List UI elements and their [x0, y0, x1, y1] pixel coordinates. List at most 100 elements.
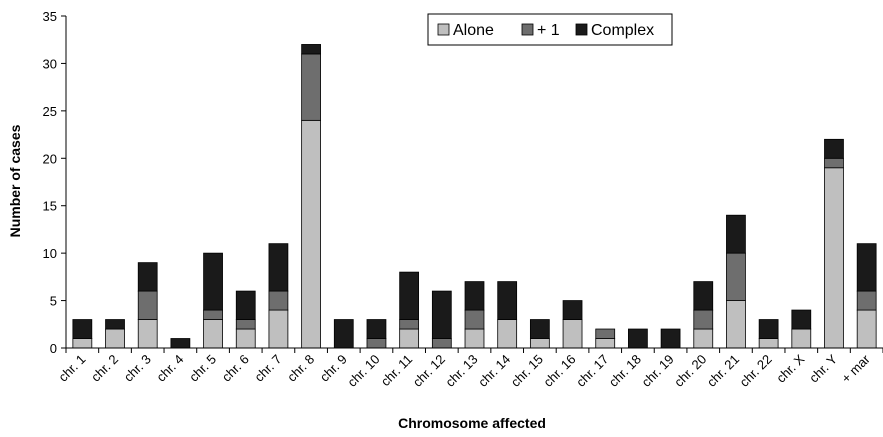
y-tick-label: 15	[43, 199, 57, 214]
x-tick-label: chr. 11	[378, 352, 416, 390]
x-axis-title: Chromosome affected	[398, 415, 546, 431]
bar-segment-1	[693, 309, 714, 330]
bar-segment-complex	[726, 214, 746, 254]
bar-segment-1	[431, 338, 452, 349]
bar-segment-complex	[791, 309, 812, 330]
legend-swatch	[521, 23, 534, 36]
bar-segment-complex	[628, 328, 648, 349]
legend: Alone + 1 Complex	[427, 13, 673, 46]
bar-segment-alone	[497, 319, 518, 349]
x-tick-label: chr. 18	[606, 352, 644, 390]
x-tick-label: chr. 5	[186, 352, 219, 385]
y-tick-label: 0	[50, 341, 57, 356]
bar-segment-complex	[235, 290, 256, 320]
bar-segment-alone	[105, 328, 125, 349]
legend-swatch	[437, 23, 450, 36]
x-tick-label: chr. 1	[55, 352, 88, 385]
x-tick-label: chr. 8	[284, 352, 317, 385]
bar-segment-1	[235, 319, 256, 330]
y-tick-label: 5	[50, 294, 57, 309]
bar-segment-complex	[399, 271, 420, 320]
x-tick-label: chr. 19	[638, 352, 676, 390]
x-axis: chr. 1 chr. 2 chr. 3 chr. 4 chr. 5 chr. 6 chr.…	[55, 347, 883, 390]
bar-segment-alone	[726, 300, 746, 349]
bar-segment-alone	[268, 309, 289, 349]
bar-segment-complex	[431, 290, 452, 339]
x-tick-label: chr. 14	[475, 352, 513, 390]
x-tick-label: chr. 13	[442, 352, 480, 390]
bar-segment-complex	[562, 300, 583, 320]
x-tick-label: chr. 22	[737, 352, 775, 390]
legend-swatch	[575, 23, 588, 36]
x-tick-label: chr. 7	[251, 352, 284, 385]
y-tick-label: 20	[43, 151, 57, 166]
y-tick-label: 30	[43, 56, 57, 71]
bar-segment-1	[203, 309, 223, 320]
bar-segment-complex	[497, 281, 518, 320]
bar-segment-1	[366, 338, 387, 349]
bar-segment-1	[726, 252, 746, 301]
bar-segment-alone	[824, 167, 844, 349]
legend-label: Complex	[591, 22, 654, 39]
bar-segment-alone	[301, 119, 321, 349]
x-tick-label: chr. 21	[704, 352, 742, 390]
bar-segment-alone	[758, 338, 779, 349]
y-axis: 0 5 10 15 20 25 30 35	[43, 9, 67, 356]
x-tick-label: chr. X	[773, 351, 807, 385]
bar-segment-complex	[758, 319, 779, 339]
bar-segment-1	[595, 328, 616, 339]
bar-segment-1	[464, 309, 485, 330]
x-tick-label: chr. 6	[219, 352, 252, 385]
bar-segment-alone	[529, 338, 550, 349]
bar-segment-complex	[333, 319, 354, 349]
bar-segment-1	[824, 157, 844, 169]
bar-segment-complex	[660, 328, 681, 349]
y-tick-label: 25	[43, 104, 57, 119]
bar-segment-alone	[464, 328, 485, 349]
y-axis-title: Number of cases	[7, 124, 23, 237]
bar-segment-alone	[399, 328, 420, 349]
bar-segment-alone	[137, 319, 158, 349]
x-tick-label: + mar	[838, 351, 873, 386]
bar-segment-complex	[72, 319, 93, 339]
bar-segment-alone	[562, 319, 583, 349]
bar-segment-alone	[72, 338, 93, 349]
bar-segment-complex	[856, 243, 877, 292]
bar-segment-complex	[105, 319, 125, 330]
bar-segment-complex	[824, 138, 844, 159]
bar-segment-alone	[235, 328, 256, 349]
bar-segment-alone	[791, 328, 812, 349]
x-tick-label: chr. Y	[806, 351, 840, 385]
bar-segment-1	[301, 53, 321, 121]
y-tick-label: 10	[43, 246, 57, 261]
x-tick-label: chr. 12	[410, 352, 448, 390]
bar-segment-complex	[464, 281, 485, 311]
bar-segment-complex	[366, 319, 387, 339]
x-tick-label: chr. 20	[671, 352, 709, 390]
x-tick-label: chr. 4	[153, 352, 186, 385]
bar-segment-alone	[203, 319, 223, 349]
bar-segment-complex	[203, 252, 223, 311]
bar-segment-complex	[137, 262, 158, 292]
legend-label: + 1	[537, 22, 560, 39]
bar-segment-complex	[301, 44, 321, 55]
bar-segment-1	[137, 290, 158, 320]
bars	[72, 44, 877, 349]
bar-segment-1	[268, 290, 289, 311]
x-tick-label: chr. 16	[540, 352, 578, 390]
bar-segment-alone	[856, 309, 877, 349]
bar-segment-1	[399, 319, 420, 330]
bar-segment-complex	[529, 319, 550, 339]
bar-segment-alone	[693, 328, 714, 349]
bar-segment-1	[856, 290, 877, 311]
x-tick-label: chr. 10	[344, 352, 382, 390]
bar-segment-complex	[693, 281, 714, 311]
bar-segment-complex	[268, 243, 289, 292]
legend-box	[427, 13, 673, 46]
x-tick-label: chr. 17	[573, 352, 611, 390]
y-tick-label: 35	[43, 9, 57, 24]
x-tick-label: chr. 2	[88, 352, 121, 385]
bar-segment-alone	[595, 338, 616, 349]
x-tick-label: chr. 3	[121, 352, 154, 385]
